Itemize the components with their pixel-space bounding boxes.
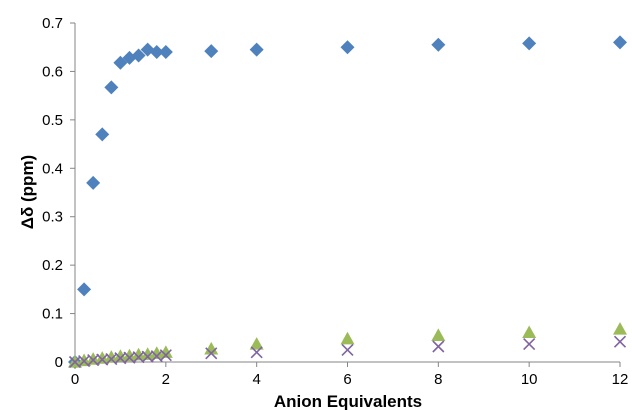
x-tick-label: 0 [71,371,79,388]
axes [74,23,620,363]
data-point-triangle [158,345,173,358]
series-x [68,335,627,369]
x-tick-label: 4 [252,371,260,388]
data-point-triangle [613,322,627,335]
data-point-x [159,349,172,362]
data-point-triangle [340,331,355,345]
x-tick-label: 2 [162,371,170,388]
data-point-triangle [131,347,146,361]
y-axis-title: Δδ (ppm) [18,155,37,229]
x-tick-label: 8 [434,371,442,388]
y-tick-label: 0.3 [42,209,63,226]
data-point-diamond [104,80,119,95]
data-point-triangle [431,328,446,341]
data-point-x [250,346,263,359]
data-point-x [114,352,127,365]
data-point-diamond [95,127,110,142]
data-point-x [613,335,627,348]
data-point-x [87,353,100,367]
data-point-triangle [522,325,537,339]
series-triangle [68,322,627,368]
data-point-diamond [522,36,537,51]
data-point-x [141,350,154,363]
y-tick-label: 0.4 [42,160,63,177]
data-point-x [523,338,536,351]
data-point-triangle [113,349,128,362]
data-point-diamond [77,282,92,297]
data-point-diamond [131,48,146,63]
x-tick-label: 10 [521,371,538,388]
data-series [68,35,627,369]
data-point-x [96,353,109,366]
data-point-diamond [149,45,164,60]
y-tick-label: 0.1 [42,306,63,323]
y-tick-label: 0.6 [42,63,63,80]
ticks: 0 0.1 0.2 0.3 0.4 0.5 0.6 0.7 0 2 4 6 8 10 12 [42,15,628,388]
x-tick-label: 12 [612,371,629,388]
data-point-diamond [340,40,355,55]
data-point-x [432,340,445,353]
data-point-diamond [249,42,264,57]
x-tick-label: 6 [343,371,351,388]
y-tick-label: 0.2 [42,257,63,274]
data-point-triangle [204,341,219,355]
y-tick-label: 0 [55,354,63,371]
data-point-diamond [613,35,627,50]
y-tick-label: 0.7 [42,15,63,32]
y-tick-label: 0.5 [42,112,63,129]
data-point-x [123,351,136,364]
data-point-diamond [204,44,219,59]
data-point-triangle [249,337,264,350]
data-point-diamond [158,45,173,60]
data-point-x [341,343,354,356]
data-point-x [205,347,218,360]
series-diamond [68,35,627,369]
data-point-diamond [86,175,101,190]
data-point-x [132,351,145,364]
x-axis-title: Anion Equivalents [274,392,422,410]
data-point-diamond [431,37,446,52]
